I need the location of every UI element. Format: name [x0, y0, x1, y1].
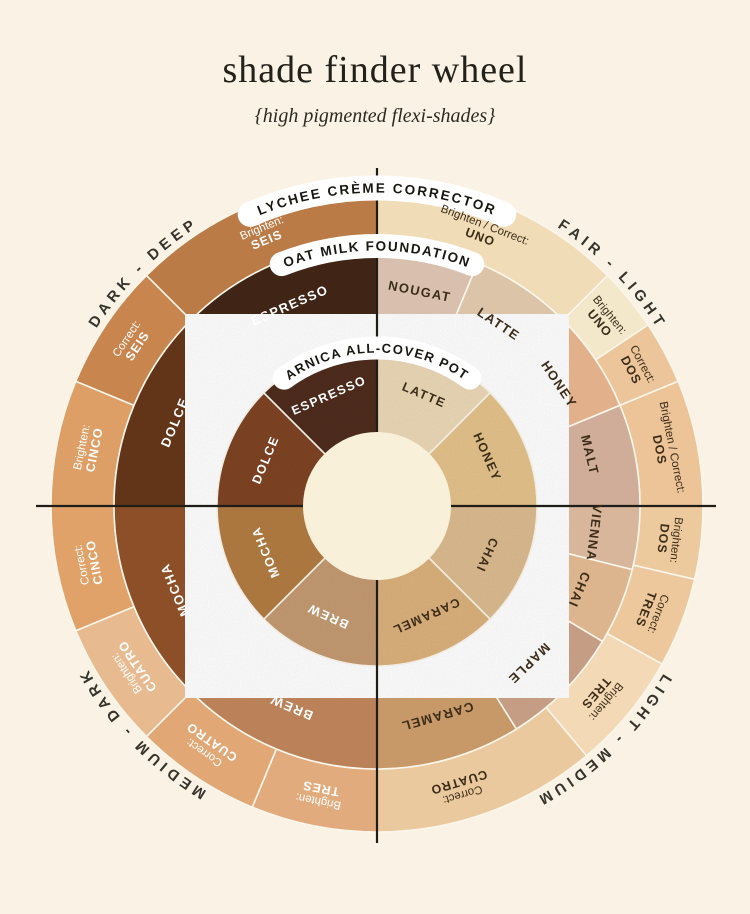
oat-milk-foundation-segments [113, 242, 641, 770]
page-header: shade finder wheel {high pigmented flexi… [0, 48, 750, 128]
ring-segments-layer [50, 179, 704, 833]
oat-milk-foundation-label-vienna: VIENNA [583, 503, 605, 562]
page-subtitle: {high pigmented flexi-shades} [254, 105, 496, 127]
wheel-center [303, 432, 451, 580]
lychee-creme-corrector-pill [237, 175, 517, 227]
page-title: shade finder wheel [222, 49, 528, 91]
center-layer [303, 432, 451, 580]
arnica-all-cover-pot-pill [272, 336, 482, 390]
lychee-creme-corrector-segments [50, 179, 704, 833]
oat-milk-foundation-pill [269, 234, 485, 277]
lychee-creme-corrector-label-brighten-dos: Brighten:DOS [654, 515, 685, 564]
